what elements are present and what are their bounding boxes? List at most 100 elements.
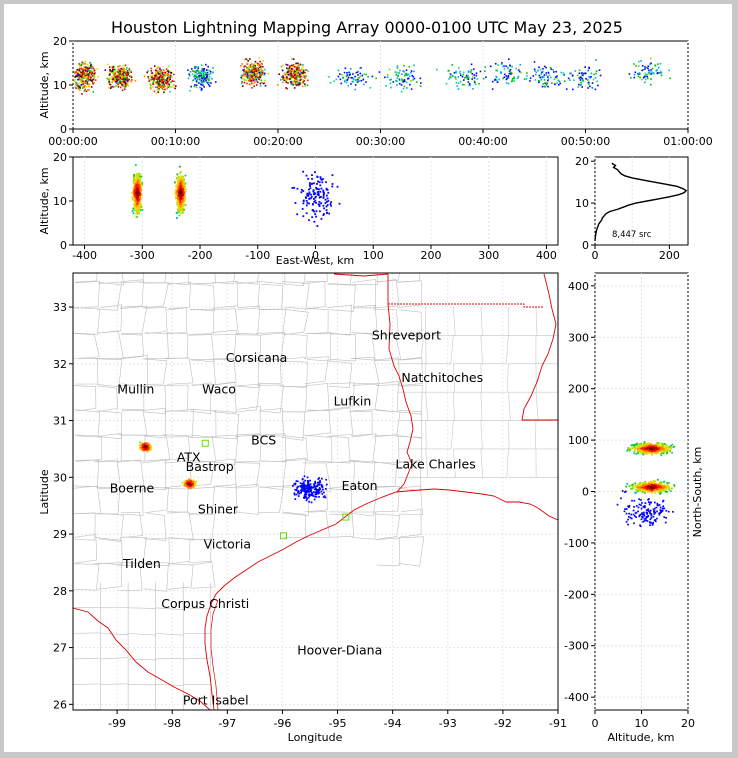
source-point <box>295 480 298 482</box>
source-point <box>644 75 647 78</box>
source-point <box>85 78 88 81</box>
source-point <box>305 174 308 177</box>
source-point <box>648 442 651 445</box>
source-point <box>544 81 546 84</box>
county-line <box>306 307 329 335</box>
source-point <box>287 82 289 84</box>
source-point <box>259 60 261 63</box>
source-point <box>247 68 250 71</box>
source-point <box>108 77 111 79</box>
source-point <box>342 77 344 79</box>
altitude-eastwest-ylabel: Altitude, km <box>38 167 51 234</box>
parish-line <box>480 307 509 336</box>
source-point <box>122 73 124 75</box>
source-point <box>320 179 323 181</box>
source-point <box>247 60 249 62</box>
source-point <box>161 73 163 75</box>
source-point <box>178 197 181 200</box>
source-point <box>179 201 181 204</box>
source-point <box>201 76 203 79</box>
source-point <box>83 85 85 88</box>
source-point <box>112 79 114 82</box>
x-tick-label: 00:40:00 <box>458 135 507 148</box>
source-point <box>247 67 250 70</box>
source-point <box>663 443 666 445</box>
source-point <box>200 74 203 77</box>
source-point <box>150 87 152 90</box>
source-point <box>298 73 301 76</box>
source-point <box>169 70 172 73</box>
county-line <box>235 462 261 489</box>
barrier-island <box>210 599 219 710</box>
source-point <box>166 87 169 90</box>
source-point <box>294 202 297 204</box>
source-point <box>208 81 210 84</box>
source-point <box>116 71 118 73</box>
source-point <box>240 76 243 79</box>
source-point <box>169 76 171 79</box>
source-point <box>187 77 190 80</box>
source-point <box>286 87 289 90</box>
source-point <box>289 65 292 67</box>
source-point <box>80 63 83 66</box>
source-point <box>260 74 263 77</box>
source-point <box>317 203 320 206</box>
source-point <box>145 446 148 449</box>
source-point <box>192 79 195 81</box>
source-point <box>502 77 504 80</box>
source-point <box>457 88 460 90</box>
source-point <box>543 79 546 81</box>
source-point <box>545 83 548 85</box>
source-point <box>329 81 332 84</box>
source-point <box>352 81 354 83</box>
county-line <box>166 409 194 438</box>
source-point <box>167 70 169 72</box>
source-point <box>397 75 399 78</box>
source-point <box>294 498 297 500</box>
source-point <box>263 73 266 76</box>
source-point <box>184 174 187 177</box>
source-point <box>88 65 90 68</box>
source-point <box>587 69 589 72</box>
source-point <box>78 69 81 72</box>
source-point <box>184 480 187 483</box>
county-line <box>120 279 144 308</box>
source-point <box>191 483 194 486</box>
source-point <box>532 75 535 77</box>
source-point <box>112 71 114 74</box>
source-point <box>242 78 245 80</box>
y-tick-label: 26 <box>53 698 67 711</box>
source-point <box>181 204 184 207</box>
source-point <box>77 71 80 73</box>
county-line <box>100 582 129 609</box>
source-point <box>314 481 317 484</box>
source-point <box>134 194 136 196</box>
source-point <box>290 70 293 73</box>
source-point <box>647 72 650 74</box>
source-point <box>317 478 320 480</box>
source-point <box>254 67 257 70</box>
source-point <box>133 194 135 196</box>
source-point <box>113 79 116 82</box>
source-point <box>197 76 200 78</box>
source-point <box>78 89 81 91</box>
source-point <box>182 201 185 204</box>
source-point <box>138 173 141 176</box>
source-point <box>316 176 319 178</box>
county-line <box>280 360 308 388</box>
source-point <box>311 487 313 489</box>
source-point <box>537 69 539 72</box>
source-point <box>308 484 310 486</box>
source-point <box>202 71 205 74</box>
source-point <box>647 69 650 72</box>
source-point <box>308 488 311 491</box>
source-point <box>534 73 537 76</box>
source-point <box>660 444 663 447</box>
source-point <box>626 448 629 451</box>
source-point <box>291 76 294 78</box>
state-border-tx-la <box>387 274 414 493</box>
source-point <box>345 75 348 78</box>
source-point <box>302 485 305 488</box>
county-line <box>279 385 308 413</box>
source-point <box>246 74 249 76</box>
